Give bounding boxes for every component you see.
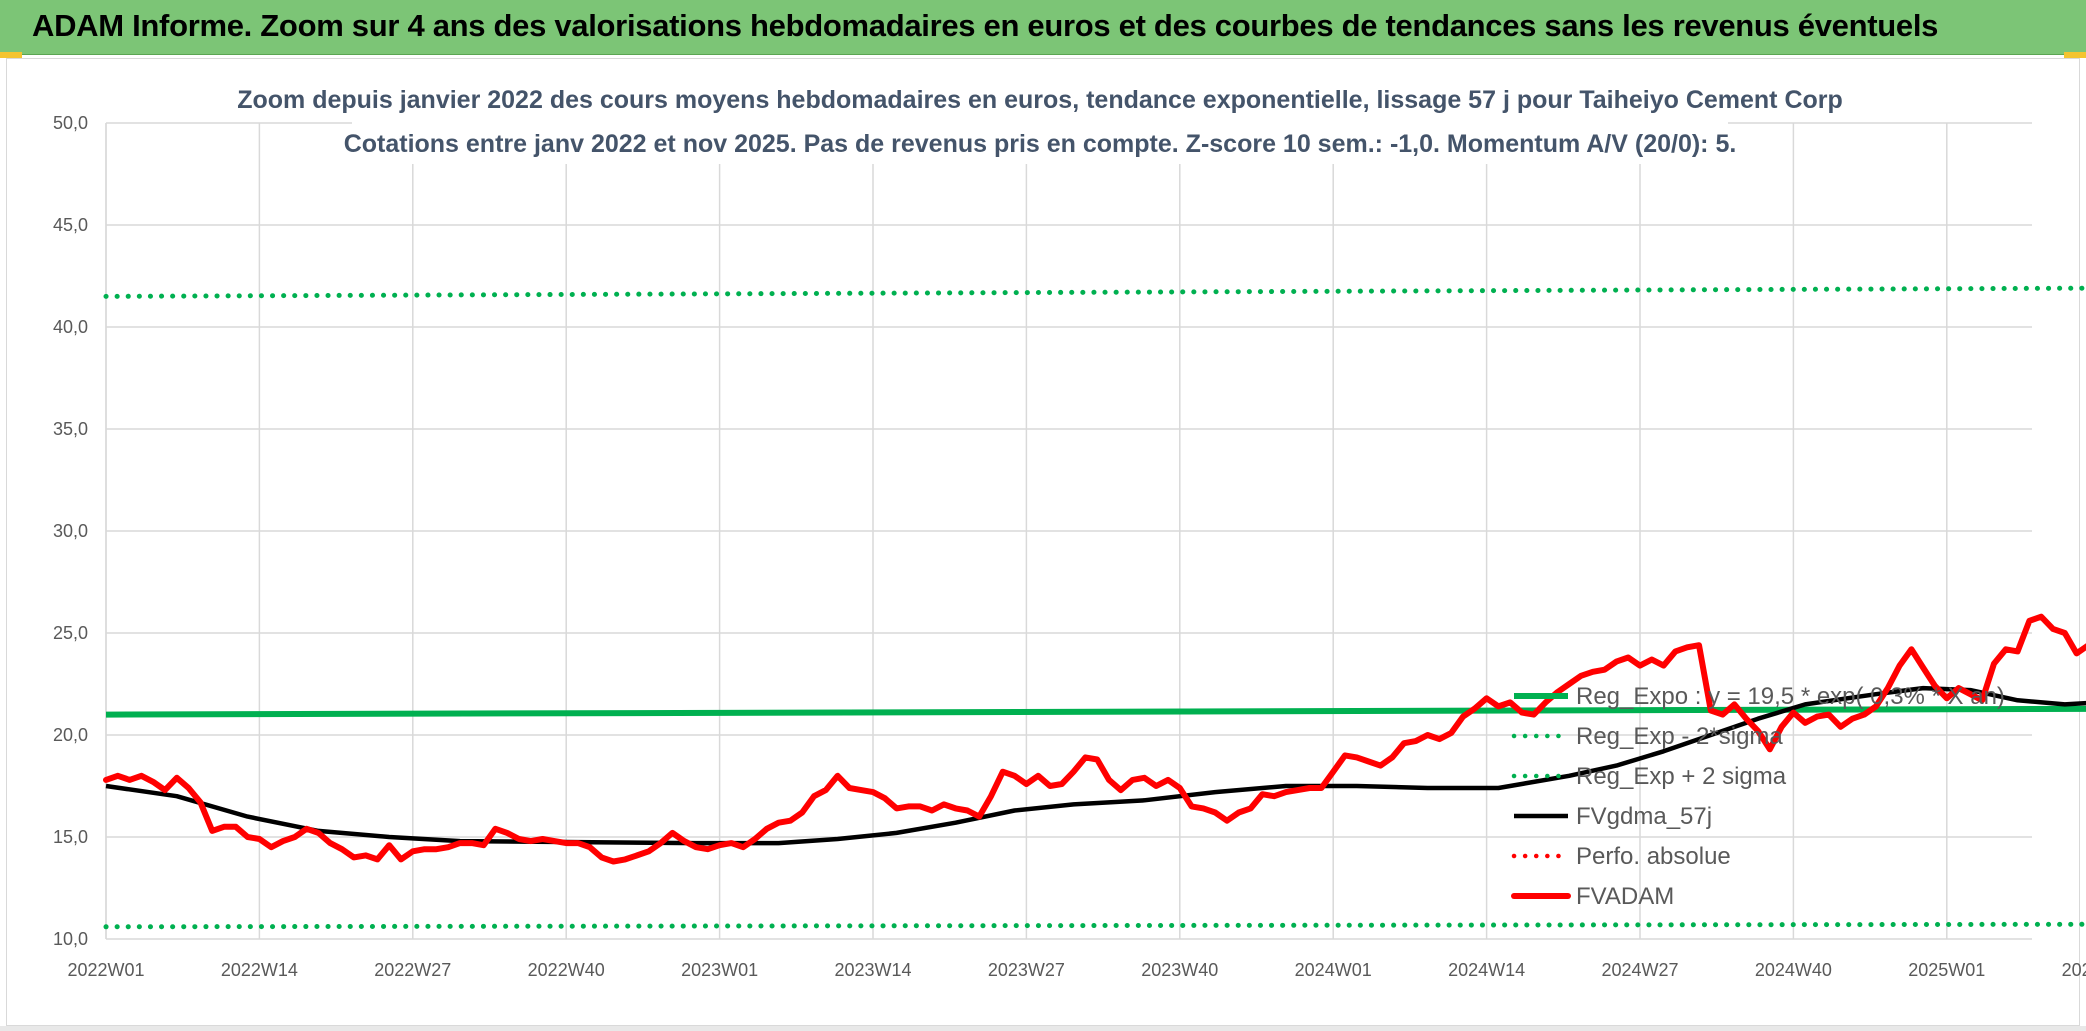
y-tick-label: 20,0 — [53, 725, 88, 745]
y-tick-label: 35,0 — [53, 419, 88, 439]
x-tick-label: 2025W14 — [2062, 960, 2086, 980]
chart-title: Zoom depuis janvier 2022 des cours moyen… — [237, 86, 1843, 114]
legend-label: FVgdma_57j — [1576, 803, 1712, 830]
chart-grid — [105, 122, 2032, 940]
x-axis-ticks: 2022W01 2022W14 2022W27 2022W40 2023W01 2023W… — [67, 960, 2086, 980]
series-line — [103, 285, 2086, 299]
y-tick-label: 25,0 — [53, 623, 88, 643]
x-tick-label: 2022W40 — [528, 960, 605, 980]
legend-label: FVADAM — [1576, 883, 1674, 910]
legend-label: Reg_Expo : y = 19,5 * exp( 0,3% * X an) — [1576, 683, 2005, 710]
y-tick-label: 45,0 — [53, 215, 88, 235]
legend-label: Perfo. absolue — [1576, 843, 1731, 870]
x-tick-label: 2024W14 — [1448, 960, 1525, 980]
x-tick-label: 2025W01 — [1908, 960, 1985, 980]
x-tick-label: 2023W14 — [834, 960, 911, 980]
x-tick-label: 2024W27 — [1601, 960, 1678, 980]
series-line — [103, 613, 2086, 865]
y-tick-label: 50,0 — [53, 113, 88, 133]
y-tick-label: 15,0 — [53, 827, 88, 847]
x-tick-label: 2022W27 — [374, 960, 451, 980]
legend-label: Reg_Exp - 2*sigma — [1576, 723, 1783, 750]
x-tick-label: 2023W01 — [681, 960, 758, 980]
chart-series — [103, 285, 2086, 930]
x-tick-label: 2024W40 — [1755, 960, 1832, 980]
chart-legend: Reg_Expo : y = 19,5 * exp( 0,3% * X an) R… — [1511, 683, 2005, 910]
series-line — [103, 921, 2086, 930]
chart-titles: Zoom depuis janvier 2022 des cours moyen… — [237, 80, 1843, 164]
y-axis-ticks: 10,0 15,0 20,0 25,0 30,0 35,0 40,0 45,0 50,0 — [53, 113, 88, 949]
legend-label: Reg_Exp + 2 sigma — [1576, 763, 1787, 790]
y-tick-label: 40,0 — [53, 317, 88, 337]
report-banner: ADAM Informe. Zoom sur 4 ans des valoris… — [0, 0, 2086, 55]
banner-corner-right — [2064, 52, 2086, 58]
chart-subtitle: Cotations entre janv 2022 et nov 2025. P… — [344, 130, 1737, 158]
x-tick-label: 2022W14 — [221, 960, 298, 980]
chart-frame — [6, 58, 2080, 1026]
y-tick-label: 30,0 — [53, 521, 88, 541]
bottom-strip — [0, 1026, 2086, 1031]
x-tick-label: 2023W27 — [988, 960, 1065, 980]
x-tick-label: 2023W40 — [1141, 960, 1218, 980]
banner-corner-left — [0, 52, 22, 58]
report-title: ADAM Informe. Zoom sur 4 ans des valoris… — [32, 8, 1939, 43]
series-line — [105, 705, 2086, 718]
x-tick-label: 2022W01 — [67, 960, 144, 980]
y-tick-label: 10,0 — [53, 929, 88, 949]
x-tick-label: 2024W01 — [1295, 960, 1372, 980]
